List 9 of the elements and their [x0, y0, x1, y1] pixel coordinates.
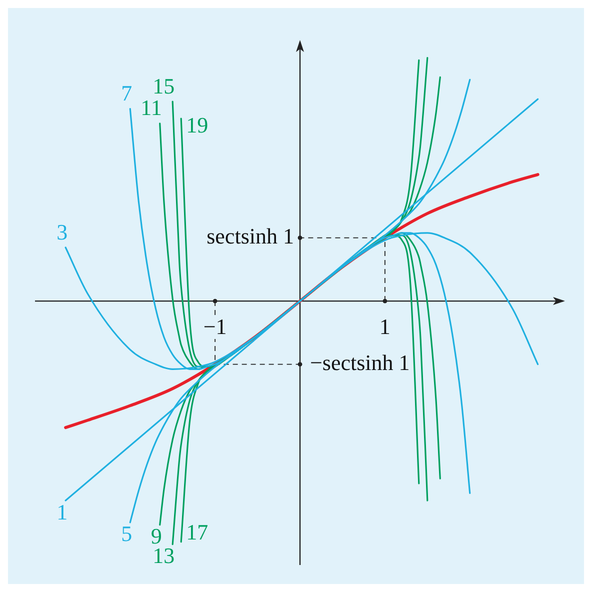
series-label: 17 — [186, 520, 208, 545]
series-label: 5 — [121, 521, 132, 546]
series-label: 3 — [56, 219, 68, 244]
annotation: −sectsinh 1 — [310, 350, 410, 376]
x-tick-label: −1 — [203, 314, 227, 339]
annotation: sectsinh 1 — [206, 224, 294, 249]
series-label: 7 — [121, 80, 132, 106]
series-label: 19 — [186, 112, 208, 138]
series-label: 1 — [56, 499, 68, 524]
